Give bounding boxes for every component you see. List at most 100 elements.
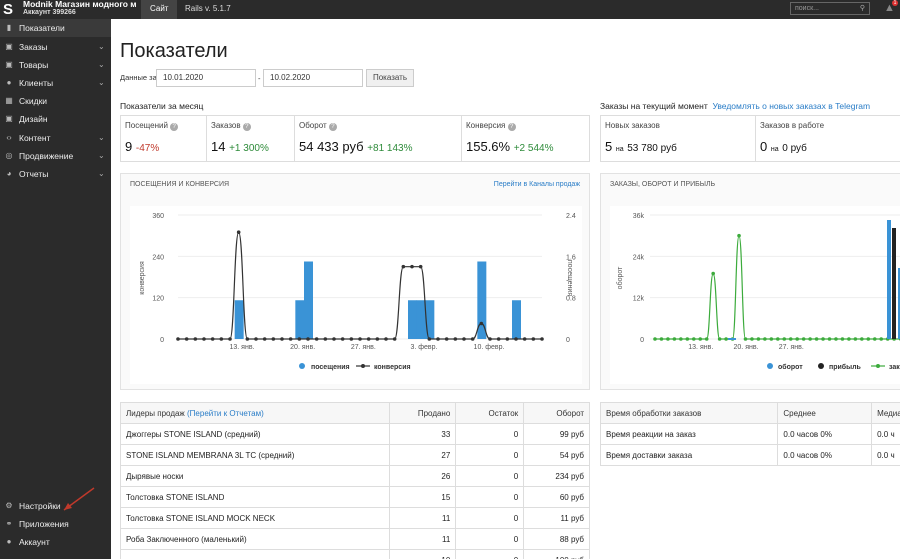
sidebar-item-content[interactable]: ‹› Контент ⌄ [0, 129, 111, 147]
sidebar-item-design[interactable]: ▣ Дизайн [0, 110, 111, 128]
orders-point [679, 337, 683, 341]
kpi-number: 9 [125, 139, 133, 154]
table-row: Время доставки заказа 0.0 часов 0% 0.0 ч [599, 444, 900, 466]
kpi-value: 14 +1 300% [211, 139, 269, 154]
orders-point [717, 337, 722, 341]
sidebar-item-account[interactable]: ● Аккаунт [0, 533, 111, 551]
table-row[interactable]: STONE ISLAND MEMBRANA 3L TC (средний) 27 0… [119, 444, 590, 466]
visits-bar [425, 300, 435, 339]
col-leaders-label: Лидеры продаж [126, 408, 185, 418]
show-button[interactable]: Показать [366, 69, 414, 87]
conversion-line [178, 231, 542, 340]
product-name-cell: Толстовка STONE ISLAND MOCK NECK [119, 507, 391, 529]
orders-point [879, 337, 884, 341]
sales-channels-link[interactable]: Перейти в Каналы продаж [493, 181, 580, 188]
kpi-on: на [770, 146, 779, 153]
kpi-value: 5 на 53 780 руб [605, 139, 677, 154]
conversion-point [358, 337, 362, 341]
gear-icon: ⚙ [5, 501, 13, 510]
reports-link[interactable]: (Перейти к Отчетам) [187, 408, 264, 418]
tab-site[interactable]: Сайт [141, 0, 178, 19]
sidebar-item-label: Клиенты [19, 78, 54, 88]
orders-point [659, 337, 664, 341]
orders-point [808, 337, 812, 341]
conversion-point [193, 337, 198, 341]
table-row[interactable]: Джоггеры STONE ISLAND (средний) 33 0 99 руб [119, 423, 590, 445]
table-row[interactable]: 100100 руб [119, 549, 590, 559]
chevron-down-icon: ⌄ [98, 78, 105, 87]
sidebar-item-settings[interactable]: ⚙ Настройки [0, 497, 111, 515]
shop-name[interactable]: Modnik Магазин модного м [23, 0, 137, 9]
kpi-amount: 53 780 руб [627, 143, 677, 154]
conversion-point [219, 337, 224, 341]
orders-line [655, 235, 900, 340]
notification-count: 1 [892, 0, 898, 6]
panel-title: ЗАКАЗЫ, ОБОРОТ И ПРИБЫЛЬ [610, 181, 716, 188]
y2-tick-label: 0 [566, 337, 570, 344]
notification-bell-icon[interactable]: ▲ 1 [884, 0, 898, 14]
visits-bar [408, 300, 417, 339]
sidebar-item-apps[interactable]: ⚭ Приложения [0, 515, 111, 533]
date-to-input[interactable]: 10.02.2020 [263, 69, 363, 87]
help-icon[interactable]: ? [170, 123, 179, 131]
kpi-delta: +2 544% [513, 143, 554, 154]
stock-cell: 0 [455, 486, 525, 508]
col-stock[interactable]: Остаток [455, 402, 525, 424]
legend-revenue-marker [767, 363, 773, 369]
conversion-point [245, 337, 250, 341]
table-row[interactable]: Роба Заключенного (маленький) 11 0 88 руб [119, 528, 590, 550]
sidebar-item-discounts[interactable]: ▦ Скидки [0, 92, 111, 110]
table-row[interactable]: Дырявые носки 26 0 234 руб [119, 465, 590, 487]
conversion-point [297, 337, 302, 341]
sold-cell: 10 [389, 549, 457, 559]
conversion-point [254, 337, 258, 341]
search-input[interactable]: поиск... ⚲ [790, 2, 870, 15]
help-icon[interactable]: ? [507, 123, 516, 131]
col-turnover[interactable]: Оборот [523, 402, 590, 424]
orders-point [672, 337, 677, 341]
telegram-link[interactable]: Уведомлять о новых заказах в Telegram [712, 101, 871, 111]
turnover-cell: 54 руб [523, 444, 590, 466]
tab-rails-version[interactable]: Rails v. 5.1.7 [185, 4, 231, 13]
x-tick-label: 13. янв. [688, 344, 713, 351]
account-number: Аккаунт 399266 [23, 9, 76, 16]
page-title: Показатели [120, 40, 228, 62]
sidebar-item-label: Товары [19, 60, 49, 70]
table-row[interactable]: Толстовка STONE ISLAND MOCK NECK 11 0 11 ру… [119, 507, 590, 529]
x-tick-label: 20. янв. [290, 344, 315, 351]
conversion-point [470, 337, 475, 341]
sidebar-item-label: Контент [19, 133, 51, 143]
product-name-cell: Роба Заключенного (маленький) [119, 528, 391, 550]
x-tick-label: 20. янв. [734, 344, 759, 351]
chevron-down-icon: ⌄ [98, 133, 105, 142]
sidebar-item-products[interactable]: ▣ Товары ⌄ [0, 56, 111, 74]
help-icon[interactable]: ? [328, 123, 337, 131]
logo[interactable]: S [0, 0, 16, 19]
table-row[interactable]: Толстовка STONE ISLAND 15 0 60 руб [119, 486, 590, 508]
conversion-point [436, 337, 440, 341]
kpi-label: Заказов ? [211, 121, 251, 131]
sidebar-item-clients[interactable]: ● Клиенты ⌄ [0, 74, 111, 92]
orders-point [860, 337, 864, 341]
sidebar-item-promotion[interactable]: ◎ Продвижение ⌄ [0, 147, 111, 165]
turnover-cell: 88 руб [523, 528, 590, 550]
orders-point [698, 337, 703, 341]
kpi-conversion: Конверсия ? 155.6% +2 544% [462, 116, 590, 161]
visits-bar [512, 300, 521, 339]
search-icon[interactable]: ⚲ [859, 5, 865, 12]
kpi-delta: +1 300% [229, 143, 269, 154]
date-range-label: Данные за [120, 73, 157, 82]
y-axis-label: конверсия [139, 261, 146, 295]
sidebar-item-dashboard[interactable]: ▮ Показатели [0, 19, 111, 37]
y-tick-label: 0 [640, 337, 644, 344]
orders-point [737, 233, 741, 238]
date-from-input[interactable]: 10.01.2020 [156, 69, 256, 87]
kpi-label-text: Посещений [125, 121, 168, 130]
orders-point [834, 337, 838, 341]
help-icon[interactable]: ? [242, 123, 251, 131]
sidebar-item-reports[interactable]: ◕ Отчеты ⌄ [0, 165, 111, 183]
col-sold[interactable]: Продано [389, 402, 457, 424]
sidebar-item-orders[interactable]: ▣ Заказы ⌄ [0, 38, 111, 56]
conversion-point [531, 337, 536, 341]
sidebar-item-label: Настройки [19, 501, 61, 511]
